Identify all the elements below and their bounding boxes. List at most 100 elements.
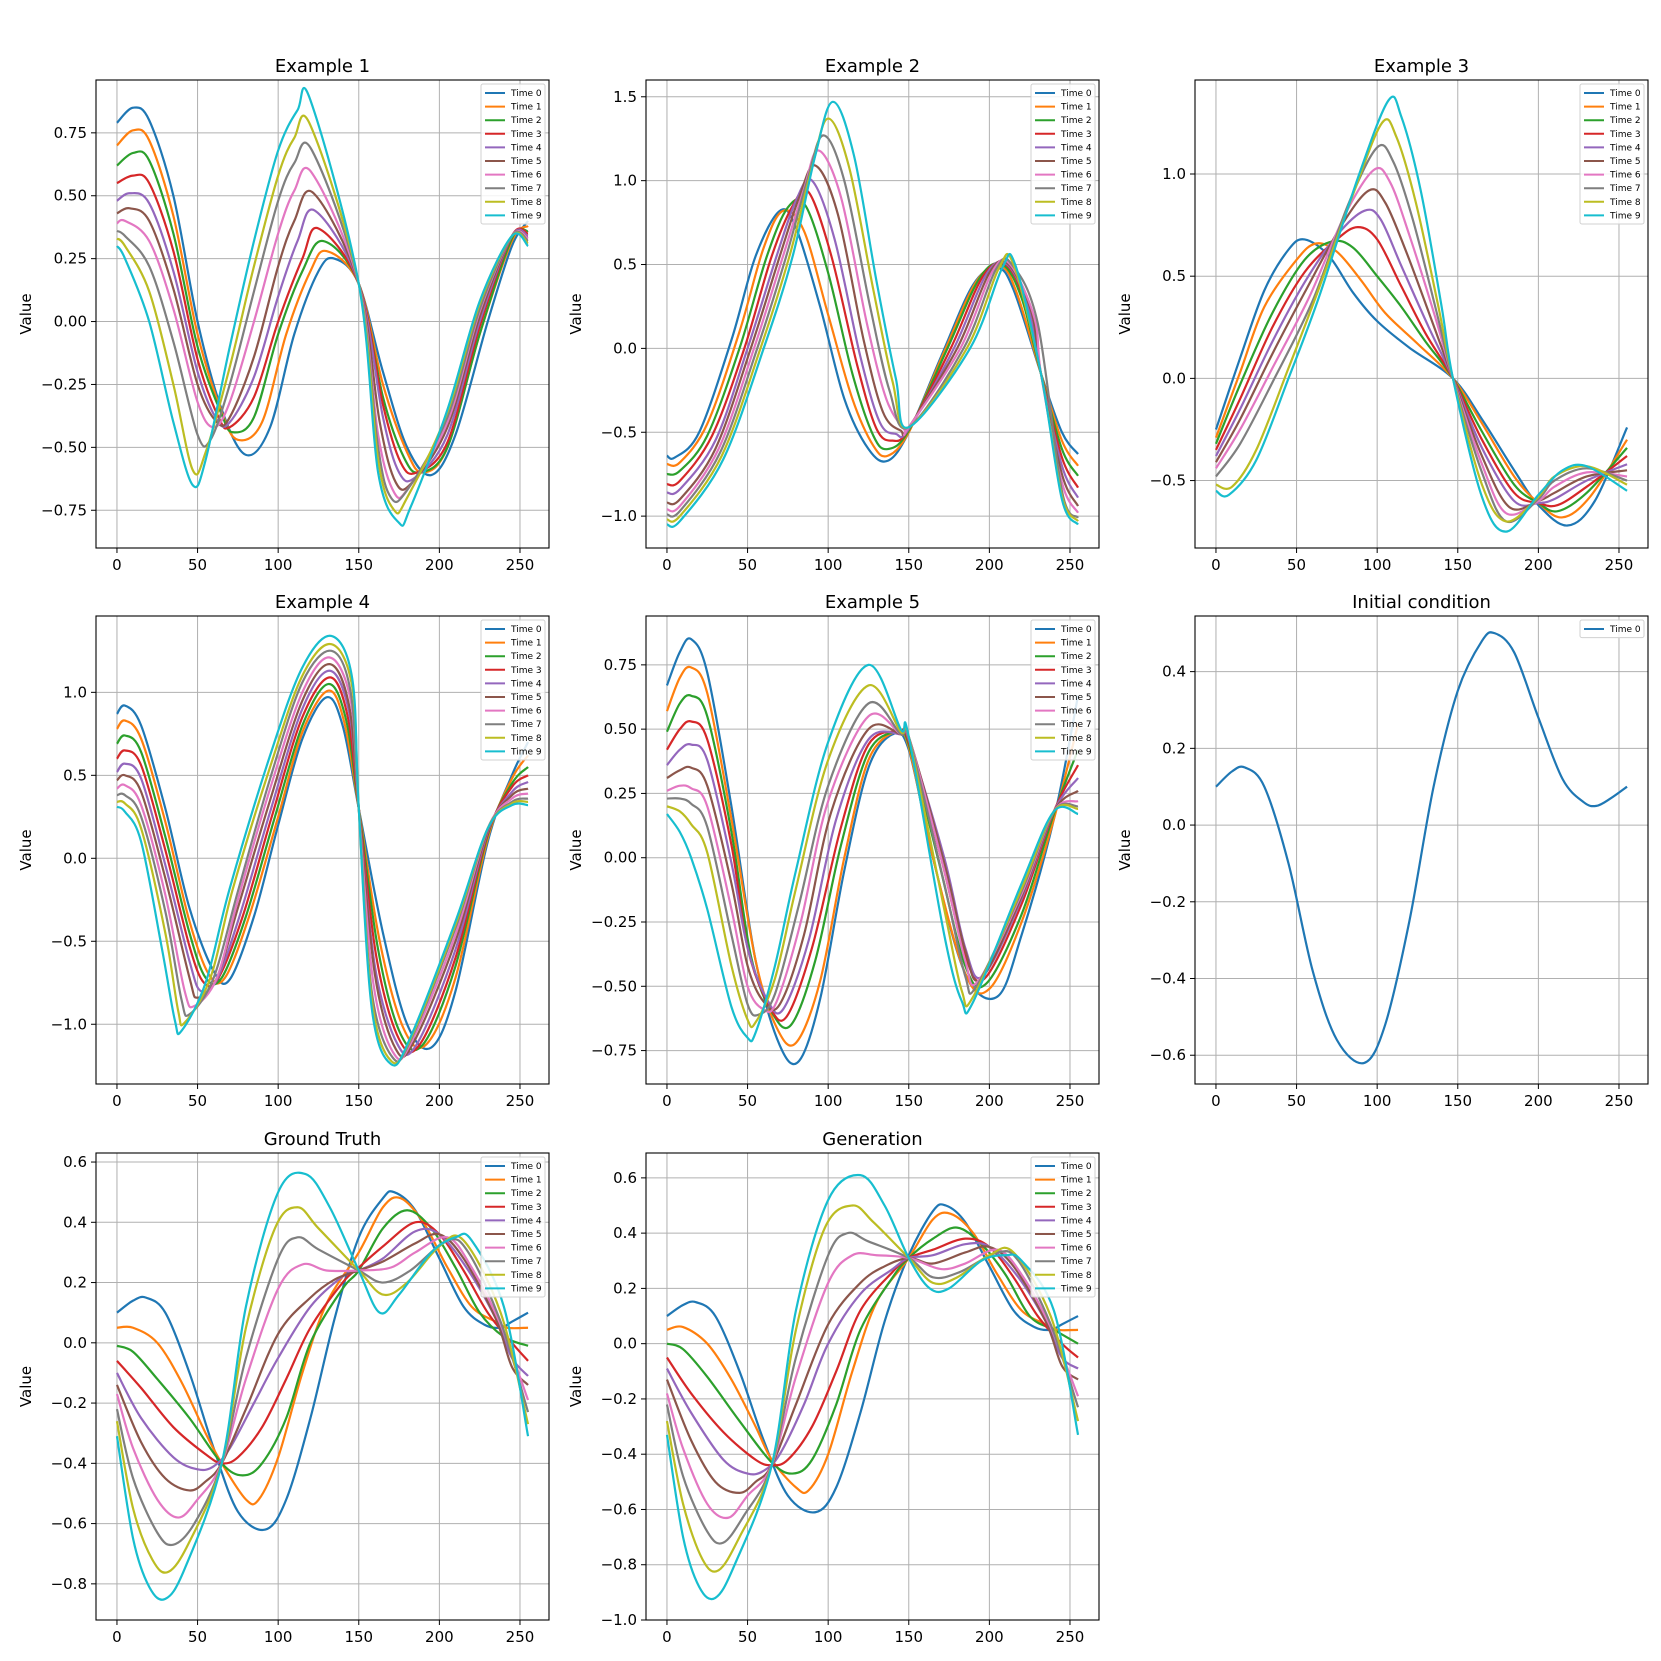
legend-label: Time 8 <box>510 198 542 208</box>
y-axis-label: Value <box>17 1366 35 1407</box>
legend-label: Time 7 <box>510 720 542 730</box>
series-line-5 <box>666 723 1079 1012</box>
x-tick-label: 150 <box>1443 556 1472 574</box>
subplot-title: Generation <box>822 1129 922 1150</box>
series-line-1 <box>116 689 529 1049</box>
series-line-6 <box>116 166 529 500</box>
x-tick-label: 150 <box>894 1628 923 1646</box>
axes-frame <box>645 1152 1100 1621</box>
subplot-7: 0 50 100 150 200 250 −0.8 −0.6 −0.4 −0.2 0.0 0.2 0.4… <box>17 1129 550 1646</box>
series-line-4 <box>1214 208 1628 507</box>
legend-label: Time 0 <box>1060 625 1092 635</box>
x-tick-label: 0 <box>112 1628 122 1646</box>
x-tick-label: 250 <box>1056 1628 1085 1646</box>
subplot-title: Example 3 <box>1374 56 1469 77</box>
series-line-5 <box>666 164 1080 507</box>
axes-frame <box>95 79 550 549</box>
legend-label: Time 7 <box>1060 184 1092 194</box>
series-line-7 <box>116 649 529 1063</box>
x-tick-label: 50 <box>188 556 207 574</box>
series-line-2 <box>116 682 529 1052</box>
series-line-3 <box>116 676 529 1054</box>
y-tick-label: −0.4 <box>51 1454 87 1472</box>
legend-label: Time 5 <box>510 693 542 703</box>
legend-label: Time 0 <box>510 625 542 635</box>
series-line-0 <box>1215 631 1628 1065</box>
subplot-title: Example 1 <box>275 56 370 77</box>
legend-label: Time 3 <box>1060 1203 1092 1213</box>
y-tick-label: −0.4 <box>601 1445 637 1463</box>
y-tick-label: 0.0 <box>613 339 637 357</box>
x-tick-label: 50 <box>738 1092 757 1110</box>
legend-label: Time 1 <box>510 1176 542 1186</box>
axes-frame <box>95 615 550 1085</box>
y-tick-label: −0.8 <box>601 1556 637 1574</box>
legend-label: Time 3 <box>1060 666 1092 676</box>
legend-label: Time 3 <box>1060 130 1092 140</box>
legend-label: Time 3 <box>510 666 542 676</box>
series-line-9 <box>666 100 1079 528</box>
x-tick-label: 150 <box>344 1628 373 1646</box>
x-tick-label: 0 <box>662 556 672 574</box>
legend-label: Time 5 <box>1060 1230 1092 1240</box>
series-line-0 <box>666 1203 1079 1514</box>
x-tick-label: 250 <box>1605 1092 1634 1110</box>
y-tick-label: −0.25 <box>41 375 87 393</box>
series-line-9 <box>115 1171 530 1601</box>
legend-label: Time 2 <box>510 116 542 126</box>
x-tick-label: 250 <box>506 1092 535 1110</box>
legend-label: Time 7 <box>1060 1257 1092 1267</box>
legend-label: Time 5 <box>510 1230 542 1240</box>
y-tick-label: −0.75 <box>41 501 87 519</box>
y-tick-label: −0.2 <box>51 1394 87 1412</box>
y-tick-label: −1.0 <box>51 1015 87 1033</box>
legend-label: Time 2 <box>1060 1189 1092 1199</box>
y-tick-label: 1.5 <box>613 88 637 106</box>
y-tick-label: −1.0 <box>601 1611 637 1629</box>
x-tick-label: 0 <box>662 1092 672 1110</box>
y-tick-label: 0.0 <box>1162 816 1186 834</box>
y-tick-label: −1.0 <box>601 507 637 525</box>
y-tick-label: −0.2 <box>601 1390 637 1408</box>
legend-label: Time 7 <box>510 1257 542 1267</box>
legend-label: Time 8 <box>1060 734 1092 744</box>
x-tick-label: 50 <box>188 1092 207 1110</box>
x-tick-label: 100 <box>814 556 843 574</box>
y-tick-label: 0.25 <box>604 784 637 802</box>
legend-label: Time 4 <box>1060 143 1092 153</box>
legend-label: Time 8 <box>510 1271 542 1281</box>
series-line-2 <box>116 1209 529 1477</box>
series-line-3 <box>1214 226 1628 508</box>
y-tick-label: −0.4 <box>1150 970 1186 988</box>
y-tick-label: −0.50 <box>41 438 87 456</box>
legend-label: Time 1 <box>1060 103 1092 113</box>
axes-frame <box>95 1152 550 1621</box>
series-line-8 <box>116 643 529 1065</box>
legend-label: Time 9 <box>510 1284 542 1294</box>
x-tick-label: 150 <box>894 556 923 574</box>
series-line-7 <box>666 700 1079 1017</box>
legend-label: Time 6 <box>1060 171 1092 181</box>
y-axis-label: Value <box>1116 829 1134 870</box>
legend-label: Time 2 <box>1060 652 1092 662</box>
axes-frame <box>1194 79 1649 549</box>
series-line-5 <box>116 663 529 1058</box>
series-line-0 <box>666 208 1079 463</box>
x-tick-label: 100 <box>1363 556 1392 574</box>
y-axis-label: Value <box>567 1366 585 1407</box>
series-line-7 <box>665 1231 1080 1545</box>
y-tick-label: 1.0 <box>613 172 637 190</box>
y-tick-label: −0.6 <box>51 1515 87 1533</box>
y-tick-label: 0.6 <box>613 1169 637 1187</box>
series-line-7 <box>1215 143 1628 524</box>
series-line-3 <box>116 1220 529 1465</box>
subplot-title: Ground Truth <box>264 1129 382 1150</box>
legend-label: Time 0 <box>1609 89 1641 99</box>
legend-box <box>1579 619 1645 639</box>
legend-label: Time 5 <box>1060 693 1092 703</box>
axes-frame <box>645 615 1100 1085</box>
y-tick-label: 0.0 <box>1162 369 1186 387</box>
legend-label: Time 9 <box>1060 211 1092 221</box>
x-tick-label: 100 <box>1363 1092 1392 1110</box>
y-tick-label: 0.00 <box>604 849 637 867</box>
